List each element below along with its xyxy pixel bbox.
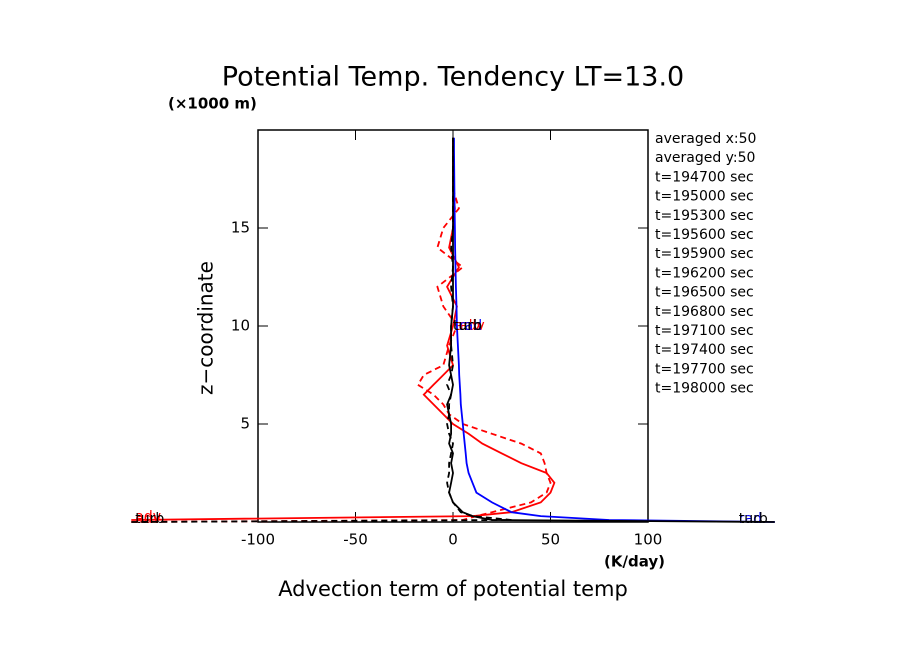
note: t=195600 sec xyxy=(655,227,754,243)
y-tick-label: 15 xyxy=(231,219,250,237)
x-tick-label: -100 xyxy=(241,531,275,549)
y-axis-label: z−coordinate xyxy=(194,261,218,395)
y-tick-label: 10 xyxy=(231,317,250,335)
line-label: adv xyxy=(455,318,481,334)
line-label: adv xyxy=(459,318,485,334)
note: t=195900 sec xyxy=(655,246,754,262)
note: t=195000 sec xyxy=(655,189,754,205)
note: t=197100 sec xyxy=(655,323,754,339)
note: t=195300 sec xyxy=(655,208,754,224)
line-label: rad xyxy=(739,511,762,527)
line-label: turb xyxy=(453,318,482,334)
x-tick-label: 100 xyxy=(634,531,663,549)
series-line xyxy=(131,137,512,523)
line-label: turb xyxy=(453,318,482,334)
series-line xyxy=(453,137,775,523)
y-tick-label: 5 xyxy=(240,415,250,433)
line-label: adv xyxy=(135,511,161,527)
note: averaged y:50 xyxy=(655,150,755,166)
line-label: turb xyxy=(739,511,768,527)
x-tick-label: 50 xyxy=(541,531,560,549)
note: averaged x:50 xyxy=(655,131,756,147)
chart-title: Potential Temp. Tendency LT=13.0 xyxy=(222,62,684,93)
line-label: rad xyxy=(459,318,482,334)
line-label: turb xyxy=(135,511,164,527)
note: t=196200 sec xyxy=(655,265,754,281)
note: t=197400 sec xyxy=(655,342,754,358)
x-axis-label: Advection term of potential temp xyxy=(278,577,628,601)
x-unit: (K/day) xyxy=(604,553,665,571)
series-line xyxy=(131,137,552,523)
note: t=196800 sec xyxy=(655,304,754,320)
x-tick-label: -50 xyxy=(343,531,368,549)
note: t=196500 sec xyxy=(655,285,754,301)
note: t=197700 sec xyxy=(655,361,754,377)
note: t=194700 sec xyxy=(655,169,754,185)
note: t=198000 sec xyxy=(655,381,754,397)
x-tick-label: 0 xyxy=(448,531,458,549)
y-unit: (×1000 m) xyxy=(168,95,257,113)
